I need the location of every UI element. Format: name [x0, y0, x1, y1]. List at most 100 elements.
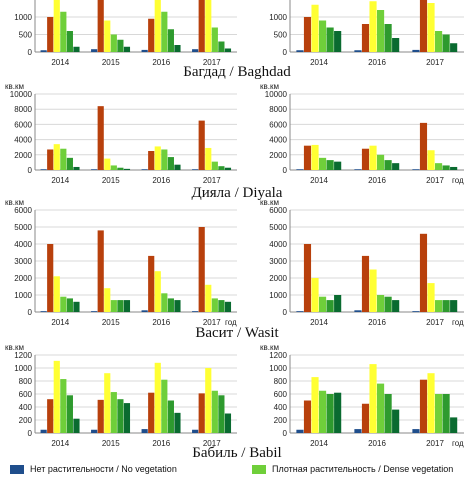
- legend-label-dense-vegetation: Плотная растительность / Dense vegetatio…: [272, 464, 454, 474]
- bar: [326, 394, 334, 433]
- bar: [311, 4, 319, 52]
- x-tick-label: 2014: [51, 58, 69, 67]
- y-tick-label: 0: [283, 166, 288, 175]
- x-tick-label: 2016: [152, 318, 170, 327]
- bar: [66, 31, 73, 52]
- y-tick-label: 0: [28, 48, 33, 57]
- x-tick-label: 2014: [310, 176, 328, 185]
- y-tick-label: 2000: [269, 274, 287, 283]
- y-tick-label: 5000: [14, 223, 32, 232]
- bar: [384, 24, 392, 52]
- x-tick-label: 2014: [310, 439, 328, 448]
- bar: [91, 49, 98, 52]
- bar: [384, 160, 392, 170]
- x-tick-label: 2015: [102, 439, 120, 448]
- bar: [224, 167, 232, 170]
- bar: [123, 300, 131, 312]
- bar: [123, 46, 131, 52]
- bar: [205, 0, 212, 52]
- bar: [198, 0, 205, 52]
- bar: [450, 43, 458, 52]
- x-tick-label: 2016: [368, 176, 386, 185]
- bar: [192, 169, 199, 170]
- y-unit-label: кв.км: [260, 198, 279, 207]
- bar: [47, 17, 54, 52]
- bar: [296, 429, 304, 433]
- bar: [419, 0, 428, 52]
- bar: [303, 17, 312, 52]
- bar: [47, 244, 54, 312]
- bar: [154, 146, 161, 170]
- bar: [167, 400, 174, 433]
- bar: [104, 288, 111, 312]
- y-tick-label: 200: [19, 416, 33, 425]
- bar: [60, 11, 67, 52]
- x-tick-label: 2015: [102, 58, 120, 67]
- y-tick-label: 4000: [269, 240, 287, 249]
- bar: [419, 233, 428, 312]
- y-tick-label: 2000: [269, 151, 287, 160]
- bar: [154, 271, 161, 312]
- y-tick-label: 400: [19, 403, 33, 412]
- x-tick-label: 2017: [426, 176, 444, 185]
- y-tick-label: 600: [274, 390, 288, 399]
- y-tick-label: 1000: [269, 13, 287, 22]
- bar: [40, 50, 47, 52]
- x-tick-label: 2016: [152, 176, 170, 185]
- x-tick-label: 2017: [203, 176, 221, 185]
- bar: [53, 0, 60, 52]
- bar: [319, 296, 327, 312]
- bar: [427, 283, 435, 312]
- bar: [384, 296, 392, 312]
- bar: [334, 295, 342, 312]
- y-tick-label: 500: [19, 31, 33, 40]
- bar: [224, 48, 232, 52]
- bar: [354, 310, 362, 312]
- bar: [319, 390, 327, 433]
- bar: [53, 276, 60, 312]
- x-tick-label: 2015: [102, 176, 120, 185]
- bar: [60, 379, 67, 433]
- bar: [412, 311, 420, 312]
- y-tick-label: 800: [274, 377, 288, 386]
- bar: [161, 149, 168, 170]
- x-tick-label: 2016: [368, 58, 386, 67]
- bar: [174, 300, 181, 312]
- y-tick-label: 200: [274, 416, 288, 425]
- bar: [117, 167, 124, 170]
- legend-swatch-dense-vegetation: [252, 464, 266, 474]
- y-tick-label: 400: [274, 403, 288, 412]
- bar: [211, 161, 218, 170]
- bar: [435, 31, 443, 52]
- bar: [319, 20, 327, 52]
- bar: [91, 311, 98, 312]
- bar: [334, 31, 342, 52]
- bar: [412, 49, 420, 52]
- legend-item-dense-vegetation: Плотная растительность / Dense vegetatio…: [252, 464, 453, 474]
- bar: [110, 165, 117, 170]
- bar: [97, 230, 104, 312]
- y-unit-label: кв.км: [260, 343, 279, 352]
- bar: [148, 151, 155, 170]
- bar: [218, 395, 225, 433]
- bar: [311, 377, 319, 433]
- x-unit-label: год: [452, 176, 464, 185]
- y-tick-label: 0: [283, 308, 288, 317]
- y-tick-label: 10000: [10, 90, 33, 99]
- bar: [392, 409, 400, 433]
- y-unit-label: кв.км: [5, 198, 24, 207]
- bar: [369, 1, 377, 52]
- legend-label-no-vegetation: Нет растительности / No vegetation: [30, 464, 177, 474]
- bar: [110, 300, 117, 312]
- bar: [450, 417, 458, 433]
- bar: [47, 399, 54, 433]
- bar: [167, 298, 174, 312]
- bar: [66, 395, 73, 433]
- x-tick-label: 2014: [51, 176, 69, 185]
- bar: [384, 394, 392, 433]
- bar: [192, 311, 199, 312]
- bar: [117, 399, 124, 433]
- bar: [435, 300, 443, 312]
